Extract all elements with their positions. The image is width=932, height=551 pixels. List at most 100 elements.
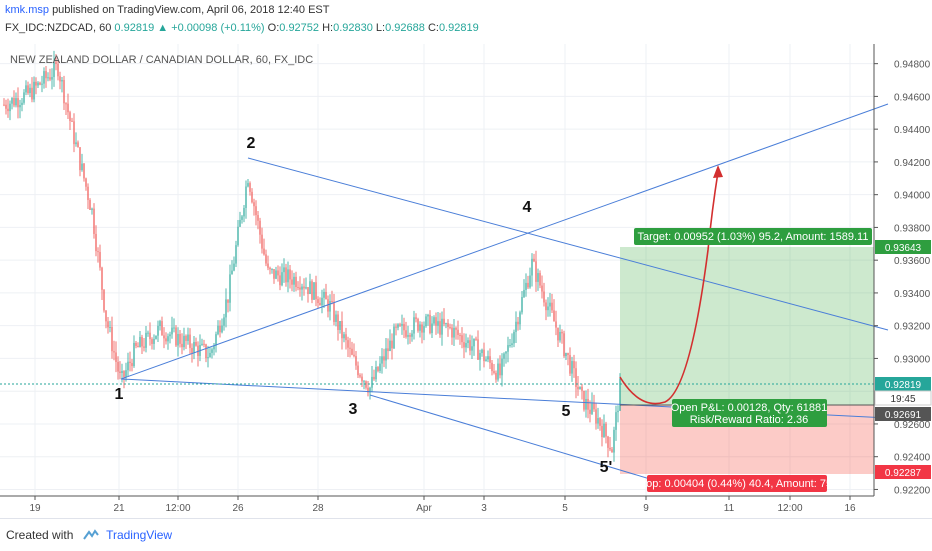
- candle-body: [381, 356, 383, 364]
- candle-body: [43, 71, 45, 84]
- candle-body: [231, 270, 233, 275]
- candle-body: [455, 327, 457, 330]
- candle-body: [313, 282, 315, 300]
- candle-body: [501, 358, 503, 376]
- candle-body: [295, 276, 297, 288]
- high-label: H:: [322, 22, 334, 34]
- candle-body: [15, 98, 17, 106]
- candle-body: [113, 351, 115, 353]
- price-tag-target: [875, 240, 931, 254]
- candle-body: [115, 352, 117, 362]
- projection-arrow[interactable]: [619, 171, 719, 405]
- footer: Created with TradingView: [0, 518, 932, 551]
- trendline-2-4[interactable]: [247, 157, 889, 331]
- candle-body: [525, 282, 527, 290]
- candle-body: [91, 208, 93, 210]
- tradingview-link[interactable]: TradingView: [106, 528, 173, 542]
- candle-body: [489, 356, 491, 363]
- price-chart[interactable]: 1 2 3 4 5 5' Target: 0.00952 (1.03%) 95.2, Am…: [0, 40, 932, 518]
- x-tick-label: Apr: [416, 503, 432, 514]
- candle-body: [195, 341, 197, 346]
- candle-body: [593, 403, 595, 410]
- candle-body: [129, 361, 131, 364]
- y-tick-label: 0.94600: [894, 92, 931, 103]
- candle-body: [499, 363, 501, 376]
- candle-body: [389, 340, 391, 352]
- created-text: Created with: [6, 528, 74, 542]
- open-pnl-box[interactable]: [672, 399, 827, 427]
- author-link[interactable]: kmk.msp: [5, 4, 49, 16]
- candle-body: [357, 365, 359, 376]
- candle-body: [95, 233, 97, 252]
- candle-body: [245, 186, 247, 208]
- candle-body: [183, 335, 185, 348]
- candle-body: [385, 348, 387, 361]
- chart-header: kmk.msp published on TradingView.com, Ap…: [0, 0, 932, 40]
- y-tick-label: 0.93200: [894, 322, 931, 333]
- candle-body: [567, 352, 569, 356]
- candle-body: [197, 345, 199, 356]
- candle-body: [587, 398, 589, 410]
- candle-body: [421, 324, 423, 333]
- candle-body: [89, 199, 91, 210]
- trendline-3-5prime[interactable]: [369, 394, 671, 486]
- candle-body: [523, 289, 525, 297]
- candle-body: [617, 410, 619, 413]
- y-tick-label: 0.93400: [894, 289, 931, 300]
- candle-body: [289, 269, 291, 280]
- chart-area[interactable]: 1 2 3 4 5 5' Target: 0.00952 (1.03%) 95.2, Am…: [0, 40, 932, 518]
- candle-body: [419, 324, 421, 331]
- trendline-1-4[interactable]: [120, 103, 889, 380]
- candle-body: [121, 371, 123, 373]
- created-with: Created with TradingView: [6, 528, 172, 542]
- wave-label-3: 3: [349, 401, 358, 418]
- candle-body: [7, 108, 9, 112]
- candle-body: [193, 341, 195, 354]
- candle-body: [189, 334, 191, 348]
- close-label: C:: [427, 22, 439, 34]
- candle-body: [595, 409, 597, 424]
- candle-body: [359, 375, 361, 377]
- candle-body: [557, 327, 559, 341]
- candle-body: [551, 302, 553, 311]
- candle-body: [209, 352, 211, 358]
- target-zone[interactable]: [620, 247, 874, 405]
- candle-body: [221, 325, 223, 333]
- candle-body: [233, 263, 235, 271]
- wave-labels-group: 1 2 3 4 5 5': [115, 135, 613, 476]
- publish-info: kmk.msp published on TradingView.com, Ap…: [5, 4, 330, 16]
- candle-body: [457, 329, 459, 335]
- candle-body: [99, 251, 101, 268]
- candle-body: [151, 339, 153, 344]
- candle-body: [123, 371, 125, 378]
- price-tag-text: 0.92691: [885, 410, 922, 421]
- y-tick-label: 0.94200: [894, 158, 931, 169]
- x-tick-label: 26: [232, 503, 244, 514]
- candle-body: [145, 332, 147, 348]
- wave-label-5: 5: [562, 403, 571, 420]
- candle-body: [215, 334, 217, 346]
- candle-body: [409, 335, 411, 337]
- candle-body: [439, 321, 441, 335]
- candle-body: [601, 425, 603, 438]
- stop-label: Stop: 0.00404 (0.44%) 40.4, Amount: 750: [636, 478, 838, 490]
- candle-body: [105, 310, 107, 322]
- candle-body: [269, 267, 271, 270]
- candle-body: [405, 330, 407, 337]
- candle-body: [527, 282, 529, 288]
- stop-label-box[interactable]: [647, 475, 827, 492]
- candle-body: [545, 302, 547, 311]
- candle-body: [167, 336, 169, 342]
- candle-body: [85, 178, 87, 187]
- candle-body: [81, 163, 83, 171]
- candle-body: [311, 281, 313, 300]
- target-label-box[interactable]: [634, 228, 872, 245]
- candle-body: [325, 291, 327, 300]
- candle-body: [33, 81, 35, 100]
- candle-body: [481, 349, 483, 354]
- candle-body: [17, 98, 19, 108]
- candle-body: [19, 104, 21, 108]
- candle-body: [491, 362, 493, 372]
- candle-body: [229, 274, 231, 303]
- y-tick-label: 0.93000: [894, 354, 931, 365]
